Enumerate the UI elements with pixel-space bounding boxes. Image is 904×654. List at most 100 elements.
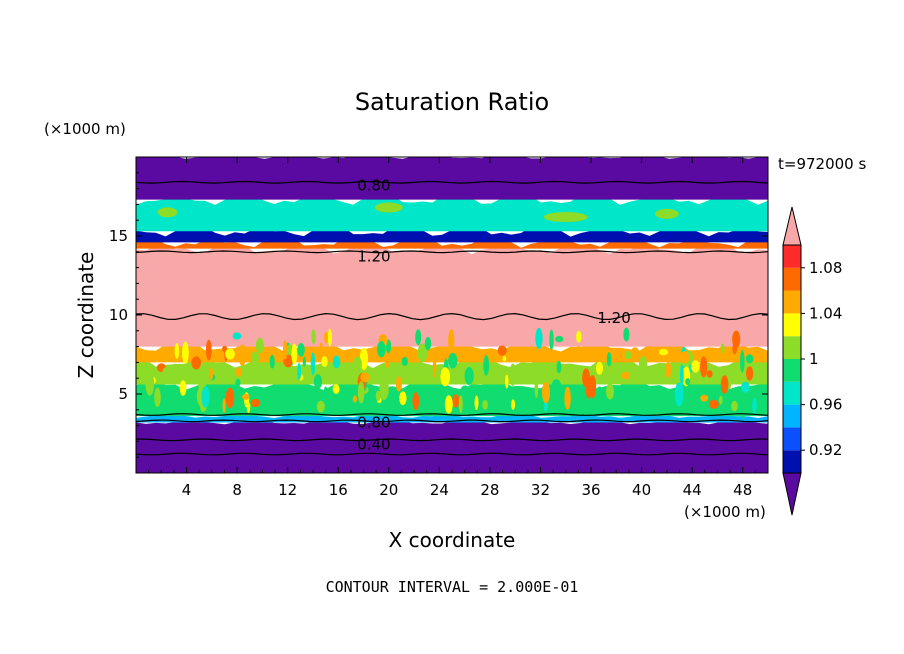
cloud-patch — [145, 371, 155, 396]
cloud-patch — [399, 391, 407, 406]
cloud-patch — [182, 341, 189, 364]
cloud-patch — [319, 342, 324, 358]
contour-line — [136, 180, 768, 184]
cloud-patch — [374, 202, 403, 213]
colorbar-box — [783, 313, 801, 337]
cloud-patch — [752, 397, 757, 414]
cloud-patch — [516, 394, 523, 402]
y-tick-label: 5 — [118, 385, 128, 403]
cloud-patch — [452, 394, 460, 408]
contour-line — [136, 452, 768, 456]
cloud-patch — [542, 381, 550, 404]
saturation-layer — [136, 194, 768, 232]
cloud-patch — [323, 386, 329, 405]
colorbar-box — [783, 267, 801, 291]
cloud-patch — [310, 352, 316, 376]
cloud-patch — [464, 367, 474, 385]
cloud-patch — [401, 356, 408, 366]
x-tick-label: 12 — [278, 481, 297, 499]
cloud-patch — [543, 212, 588, 223]
x-tick-label: 28 — [480, 481, 499, 499]
cloud-patch — [651, 348, 660, 356]
cloud-patch — [709, 399, 719, 409]
colorbar-box — [783, 359, 801, 382]
cloud-patch — [179, 380, 187, 396]
cloud-patch — [205, 339, 212, 361]
cloud-patch — [238, 344, 247, 367]
cloud-patch — [327, 328, 332, 347]
cloud-patch — [534, 376, 539, 399]
cloud-patch — [621, 371, 630, 380]
cloud-patch — [497, 345, 507, 356]
cloud-patch — [444, 395, 453, 414]
cloud-patch — [324, 331, 328, 344]
cloud-patch — [595, 386, 604, 408]
saturation-layer — [136, 243, 768, 347]
cloud-patch — [624, 351, 632, 360]
y-tick-label: 15 — [109, 227, 128, 245]
contour-line — [136, 438, 768, 442]
cloud-patch — [255, 337, 264, 354]
x-axis-label: X coordinate — [388, 528, 516, 552]
cloud-patch — [448, 352, 458, 369]
contour-label: 1.20 — [357, 248, 390, 266]
cloud-patch — [448, 329, 455, 353]
cloud-patch — [250, 398, 261, 408]
cloud-patch — [574, 346, 583, 355]
contour-label: 0.40 — [357, 436, 390, 454]
cloud-patch — [740, 349, 745, 373]
x-tick-label: 8 — [232, 481, 242, 499]
x-tick-label: 16 — [329, 481, 348, 499]
cloud-patch — [543, 400, 548, 412]
cloud-patch — [201, 386, 210, 408]
cloud-patch — [741, 381, 750, 393]
cloud-patch — [555, 335, 564, 343]
contour-line — [136, 419, 768, 423]
x-tick-label: 36 — [581, 481, 600, 499]
cloud-patch — [576, 330, 582, 343]
x-tick-label: 32 — [531, 481, 550, 499]
cloud-patch — [357, 381, 365, 404]
cloud-patch — [225, 387, 235, 409]
cloud-patch — [222, 398, 226, 413]
cloud-patch — [585, 375, 592, 399]
cloud-patch — [157, 207, 178, 218]
cloud-patch — [302, 356, 306, 367]
x-tick-label: 20 — [379, 481, 398, 499]
cloud-patch — [460, 385, 470, 396]
cloud-patch — [685, 378, 690, 386]
cloud-patch — [316, 400, 325, 413]
cloud-patch — [225, 348, 235, 360]
cloud-patch — [458, 395, 463, 413]
cloud-patch — [313, 374, 322, 389]
cloud-patch — [332, 384, 340, 394]
colorbar-label: 1.08 — [809, 259, 842, 277]
time-label: t=972000 s — [778, 155, 867, 173]
cloud-patch — [282, 340, 288, 360]
cloud-patch — [564, 386, 571, 410]
cloud-patch — [746, 366, 754, 381]
cloud-patch — [297, 343, 305, 357]
contour-interval-note: CONTOUR INTERVAL = 2.000E-01 — [325, 578, 579, 596]
cloud-patch — [424, 336, 432, 351]
cloud-patch — [415, 329, 422, 346]
cloud-patch — [174, 343, 180, 359]
colorbar-box — [783, 336, 801, 359]
contour-label: 0.80 — [357, 413, 390, 431]
cloud-patch — [440, 367, 451, 387]
cloud-patch — [511, 399, 516, 410]
cloud-patch — [417, 343, 428, 363]
cloud-patch — [311, 329, 316, 345]
colorbar-label: 0.92 — [809, 441, 842, 459]
x-tick-label: 40 — [632, 481, 651, 499]
colorbar-bottom-arrow — [782, 472, 802, 516]
chart-title: Saturation Ratio — [354, 88, 550, 116]
cloud-patch — [700, 394, 709, 402]
cloud-patch — [549, 329, 554, 350]
colorbar-box — [783, 381, 801, 405]
cloud-patch — [623, 327, 630, 342]
cloud-patch — [412, 392, 420, 411]
cloud-patch — [352, 356, 362, 373]
cloud-patch — [631, 347, 639, 356]
cloud-patch — [575, 399, 580, 412]
